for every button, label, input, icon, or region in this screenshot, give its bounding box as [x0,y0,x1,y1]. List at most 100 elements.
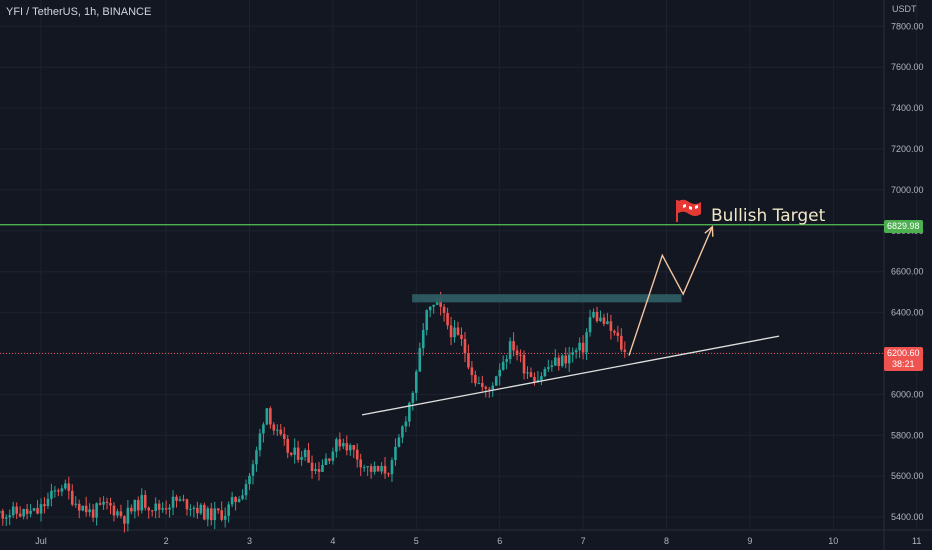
candle-up [50,490,53,499]
price-tick-label: 5600.00 [891,471,924,481]
candle-down [487,388,491,390]
candle-up [599,317,602,322]
candle-down [310,462,314,472]
price-axis-background [884,0,932,550]
candle-up [453,327,456,338]
candle-up [227,504,230,516]
candle-up [293,447,296,455]
candle-up [324,458,328,465]
time-axis[interactable]: Jul 2 3 4 5 6 7 8 9 10 11 [35,536,921,546]
candle-up [321,464,324,472]
candle-up [554,357,557,366]
candle-down [446,312,449,326]
candle-up [39,504,43,514]
candle-down [512,341,515,351]
time-tick-label: 9 [747,536,752,546]
candle-down [182,499,185,501]
candle-down [609,321,613,331]
candle-down [25,508,29,514]
candle-up [348,445,352,451]
candle-up [366,466,369,468]
candle-down [345,443,349,451]
candle-down [383,465,387,474]
candle-up [508,341,512,360]
candle-up [390,460,394,475]
candle-up [505,359,508,362]
candle-up [192,507,196,510]
target-price-badge: 6829.98 [884,220,923,233]
candle-down [602,317,606,324]
red-flag-icon [676,199,701,222]
candle-down [112,505,116,516]
candle-down [463,339,467,354]
candle-down [143,494,147,508]
price-tick-label: 7800.00 [891,21,924,31]
candle-down [216,508,220,511]
candle-up [168,507,171,510]
candle-up [335,439,338,452]
plot-background [0,0,884,530]
candle-down [36,508,39,514]
candle-down [623,349,627,352]
candle-down [119,511,123,517]
candle-up [161,508,164,510]
candle-down [157,503,161,510]
candle-down [84,505,88,513]
candle-up [60,488,64,492]
time-tick-label: 11 [912,536,921,546]
candle-up [543,368,547,377]
price-tick-label: 6400.00 [891,308,924,318]
candle-up [536,380,540,382]
candle-down [533,376,536,382]
candle-up [22,508,25,517]
candle-up [88,509,91,513]
candle-up [244,484,248,496]
candle-up [501,361,505,370]
candle-down [185,499,189,510]
candle-down [43,504,46,507]
candle-down [286,439,290,453]
candle-down [77,503,81,511]
candle-down [484,386,488,389]
price-tick-label: 7200.00 [891,144,924,154]
countdown-value: 38:21 [892,359,915,369]
candle-down [57,490,60,492]
time-tick-label: Jul [35,536,47,546]
candle-down [289,452,293,455]
time-tick-label: 5 [414,536,419,546]
candle-down [515,350,519,355]
candle-down [338,439,342,447]
candle-up [248,475,251,485]
candle-up [206,508,210,520]
resistance-zone [412,294,682,303]
candle-up [213,508,217,521]
candle-up [578,342,581,351]
candle-down [130,507,133,512]
candle-up [585,332,588,353]
candle-down [456,327,460,335]
drawing-overlays [0,224,884,416]
candle-down [147,507,151,511]
candle-down [449,325,453,338]
candle-up [418,348,422,372]
current-price-badge: 6200.60 38:21 [884,347,923,371]
ascending-trendline [361,335,780,416]
candle-up [592,311,595,318]
price-tick-label: 6000.00 [891,389,924,399]
candle-up [178,499,182,501]
price-tick-label: 6600.00 [891,267,924,277]
candle-down [282,434,286,440]
candle-down [234,497,237,503]
candle-up [498,369,501,377]
candle-up [421,330,425,349]
candle-up [255,450,258,465]
candle-down [369,466,373,472]
candle-up [415,371,418,393]
candle-up [11,506,15,516]
time-tick-label: 3 [247,536,252,546]
candle-up [46,498,50,507]
symbol-title[interactable]: YFI / TetherUS, 1h, BINANCE [6,6,152,18]
